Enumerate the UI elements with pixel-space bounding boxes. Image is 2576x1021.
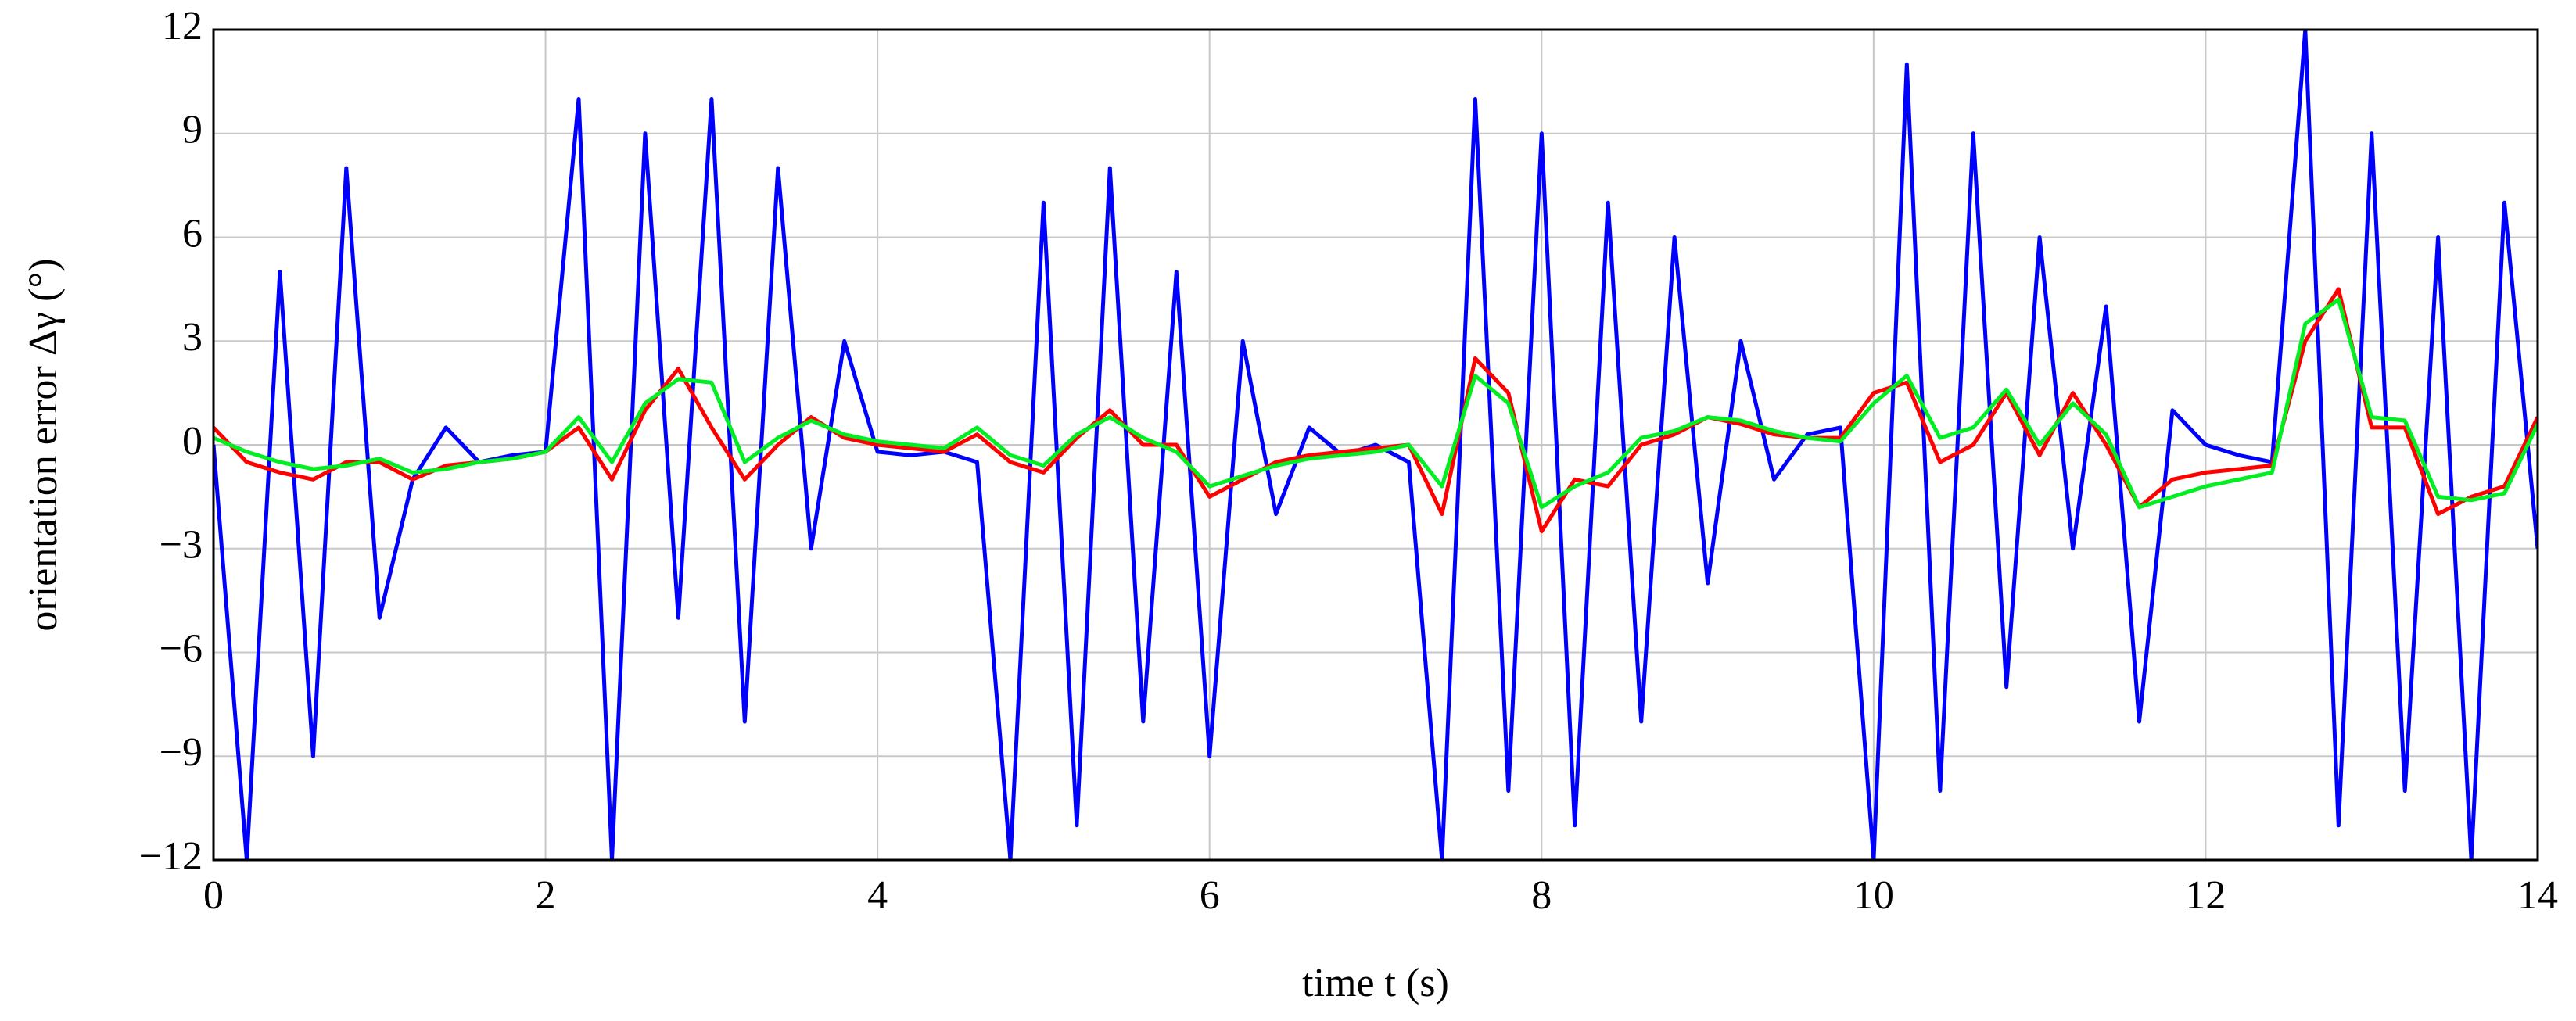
y-tick-label: 6 [182, 211, 203, 256]
x-tick-label: 12 [2185, 873, 2226, 918]
x-tick-label: 10 [1853, 873, 1894, 918]
x-tick-label: 0 [203, 873, 224, 918]
y-tick-label: 3 [182, 315, 203, 360]
plot-area [213, 30, 2538, 860]
y-tick-label: −9 [160, 730, 203, 775]
y-axis-label: orientation error Δγ (°) [21, 258, 66, 631]
x-tick-label: 6 [1200, 873, 1220, 918]
series-line [213, 287, 2538, 534]
x-tick-label: 8 [1531, 873, 1552, 918]
plot-frame [212, 28, 2539, 862]
y-tick-label: −12 [139, 834, 203, 879]
x-tick-label: 2 [536, 873, 556, 918]
series-line [213, 297, 2538, 510]
y-tick-label: 12 [162, 4, 203, 48]
y-tick-label: −3 [160, 523, 203, 568]
y-tick-label: 0 [182, 419, 203, 464]
x-tick-label: 4 [867, 873, 888, 918]
series-line [213, 30, 2538, 860]
y-tick-label: 9 [182, 108, 203, 152]
y-tick-label: −6 [160, 626, 203, 671]
x-axis-label: time t (s) [1302, 961, 1449, 1005]
x-tick-label: 14 [2517, 873, 2558, 918]
